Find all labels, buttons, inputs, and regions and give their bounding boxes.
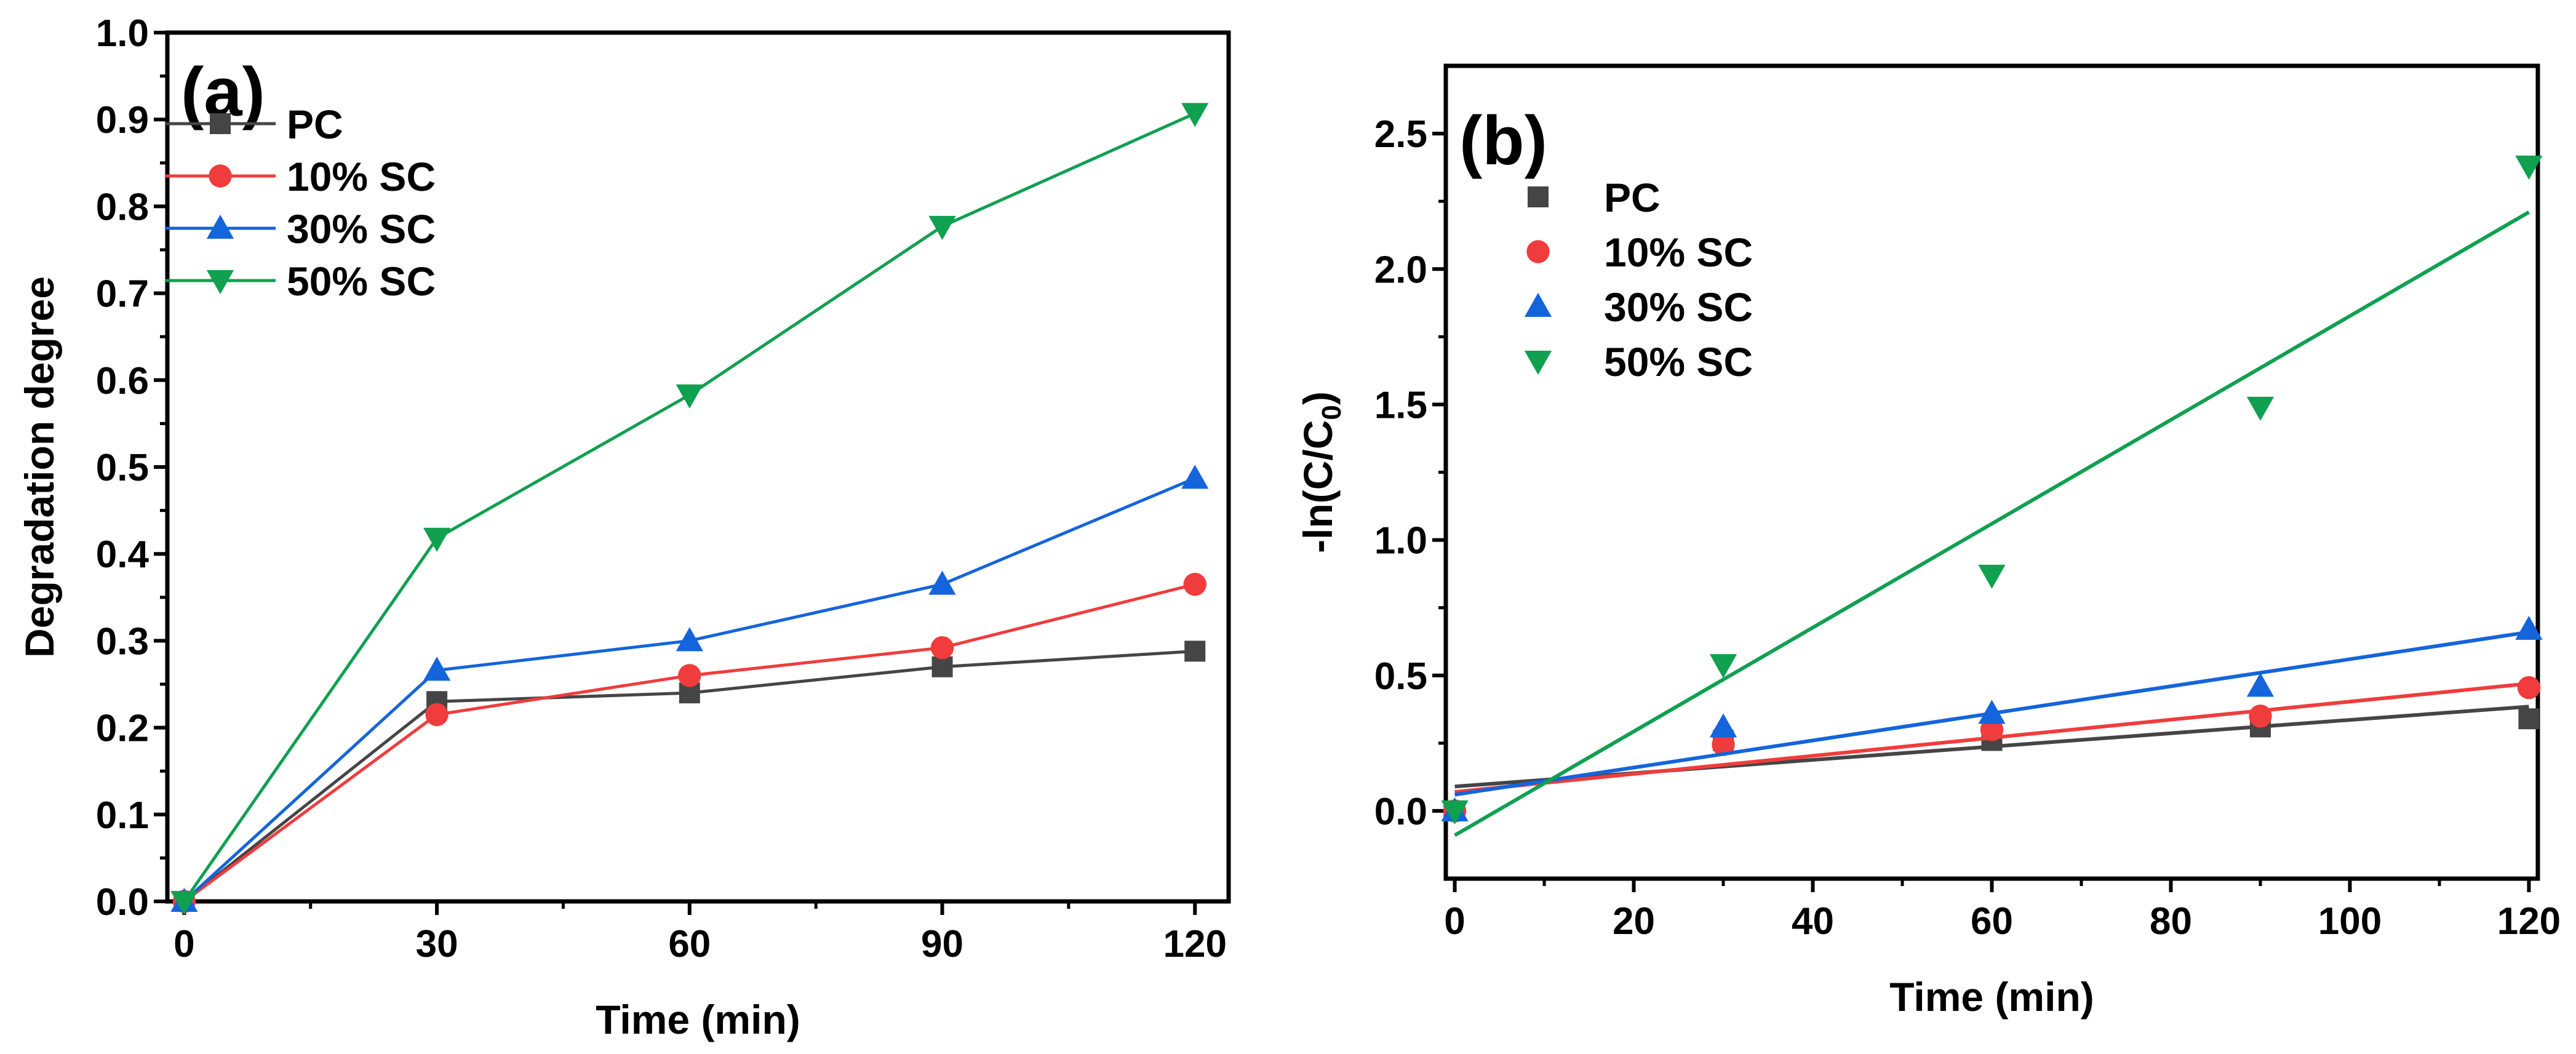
- x-tick-label: 20: [1613, 900, 1655, 943]
- data-point: [930, 636, 954, 660]
- legend-item: 30% SC: [165, 206, 436, 252]
- x-axis-label: Time (min): [1889, 974, 2094, 1020]
- x-axis-label: Time (min): [596, 997, 800, 1042]
- x-tick-label: 60: [1971, 900, 2013, 943]
- y-tick-label: 0.5: [1374, 655, 1427, 698]
- legend-label: 30% SC: [1604, 284, 1753, 330]
- y-axis-label-end: ): [1295, 391, 1341, 405]
- x-tick-label: 0: [173, 923, 194, 965]
- data-point: [1184, 641, 1206, 662]
- data-point: [2517, 676, 2541, 700]
- data-point: [1709, 713, 1737, 738]
- x-tick-label: 40: [1792, 900, 1834, 943]
- legend-label: PC: [1604, 175, 1661, 220]
- legend-label: 50% SC: [287, 258, 436, 304]
- legend-marker: [1524, 351, 1552, 375]
- data-point: [425, 703, 449, 727]
- series-30-sc: [170, 465, 1209, 912]
- y-tick-label: 0.2: [96, 708, 149, 750]
- y-axis-label: -ln(C/C0): [1295, 391, 1347, 553]
- data-point: [423, 527, 451, 552]
- panel-label: (b): [1459, 102, 1547, 179]
- panel-b-kinetics-chart: 0 20 40 60 80 100 120 0.0 0.5 1.0 1.5 2.0 2.5 Time (m…: [1295, 63, 2561, 1020]
- data-point: [678, 664, 701, 687]
- data-point: [928, 570, 956, 595]
- data-point: [1441, 800, 1469, 825]
- legend-label: 10% SC: [1604, 230, 1753, 275]
- y-tick-label: 0.6: [96, 360, 149, 402]
- legend-marker: [1528, 186, 1549, 207]
- x-tick-label: 90: [921, 923, 963, 965]
- data-point: [676, 384, 703, 409]
- series-10-sc: [172, 572, 1206, 913]
- legend-item: 10% SC: [165, 154, 436, 199]
- y-tick-label: 0.3: [96, 620, 149, 663]
- y-tick-label: 2.5: [1374, 113, 1427, 156]
- data-point: [1181, 103, 1209, 127]
- y-tick-label: 0.1: [96, 794, 149, 837]
- data-point: [2249, 705, 2272, 728]
- y-tick-label: 0.9: [96, 99, 149, 142]
- data-point: [1978, 700, 2006, 724]
- data-point: [1709, 654, 1737, 679]
- data-point: [423, 657, 451, 681]
- legend-item: PC: [1528, 175, 1661, 220]
- legend-marker: [1526, 240, 1550, 263]
- legend-item: 10% SC: [1526, 230, 1753, 275]
- data-point: [676, 627, 703, 652]
- fit-line: [1454, 210, 2530, 837]
- y-axis-label-subscript: 0: [1317, 405, 1347, 420]
- legend-marker: [206, 214, 234, 239]
- x-tick-label: 0: [1444, 900, 1465, 943]
- legend-item: 30% SC: [1524, 284, 1753, 330]
- x-tick-label: 120: [2497, 900, 2561, 943]
- x-tick-label: 80: [2150, 900, 2192, 943]
- y-tick-label: 0.7: [96, 273, 149, 316]
- legend-label: 30% SC: [287, 206, 436, 252]
- x-tick-label: 120: [1163, 923, 1227, 965]
- data-point: [170, 891, 198, 916]
- y-tick-label: 0.0: [96, 881, 149, 924]
- y-tick-label: 0.0: [1374, 791, 1427, 833]
- data-point: [2515, 155, 2543, 180]
- panel-a-degradation-chart: 0 30 60 90 120 0.0 0.1 0.2 0.3 0.4 0.5 0.6 0.7 0.8 0.9…: [17, 12, 1231, 1042]
- data-point: [2246, 396, 2275, 421]
- y-axis-label: Degradation degree: [17, 276, 62, 658]
- data-point: [2246, 673, 2275, 697]
- data-point: [1980, 718, 2004, 741]
- legend-marker: [206, 270, 234, 295]
- data-point: [1181, 465, 1209, 489]
- legend-item: 50% SC: [1524, 339, 1753, 385]
- legend-marker: [210, 113, 231, 134]
- legend-label: PC: [287, 102, 343, 147]
- y-tick-label: 1.0: [96, 12, 149, 55]
- legend-item: PC: [165, 102, 343, 147]
- x-tick-label: 60: [668, 923, 711, 965]
- data-point: [928, 215, 956, 240]
- y-tick-label: 2.0: [1374, 249, 1427, 291]
- data-point: [2515, 615, 2543, 640]
- legend-item: 50% SC: [165, 258, 436, 304]
- legend-label: 50% SC: [1604, 339, 1753, 385]
- data-point: [931, 656, 953, 677]
- data-point: [1978, 564, 2006, 589]
- legend-marker: [1524, 292, 1552, 317]
- legend-marker: [209, 164, 232, 188]
- y-tick-label: 1.5: [1374, 384, 1427, 426]
- y-tick-label: 1.0: [1374, 520, 1427, 562]
- y-tick-label: 0.5: [96, 447, 149, 489]
- data-point: [1183, 572, 1206, 596]
- y-tick-label: 0.4: [96, 533, 150, 576]
- y-tick-label: 0.8: [96, 186, 149, 228]
- series-50-sc: [1441, 155, 2543, 837]
- x-tick-label: 30: [416, 923, 458, 965]
- legend-label: 10% SC: [287, 154, 436, 199]
- x-tick-label: 100: [2318, 900, 2382, 943]
- data-point: [2518, 708, 2540, 730]
- data-point: [1712, 733, 1735, 756]
- series-50-sc: [170, 103, 1209, 916]
